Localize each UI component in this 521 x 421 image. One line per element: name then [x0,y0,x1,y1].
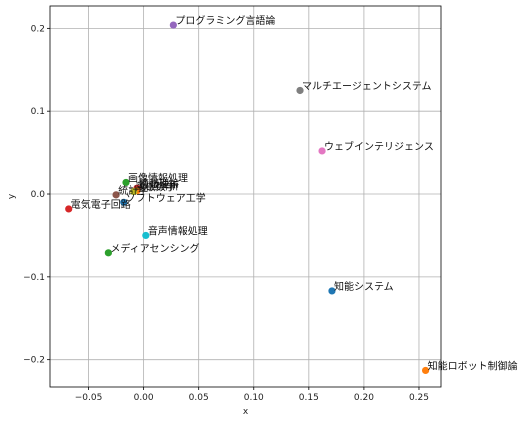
y-tick-label: 0.0 [31,190,46,200]
point-label: ウェブインテリジェンス [324,140,434,153]
x-tick-label: 0.05 [189,393,209,403]
point-label: マルチエージェントシステム [302,80,432,92]
scatter-point [318,147,326,155]
point-label: 電気電子回路 [71,198,131,211]
scatter-point [120,198,128,206]
y-tick-label: 0.2 [31,24,45,34]
scatter-point [130,187,138,196]
y-tick-label: 0.1 [31,107,45,117]
point-label: 離散数学 [136,181,176,194]
data-labels: プログラミング言語論マルチエージェントシステムウェブインテリジェンス画像情報処理… [71,14,518,372]
x-tick-label: 0.25 [409,393,429,403]
point-label: 数値解析 [139,180,179,193]
x-tick-label: 0.20 [354,393,374,403]
data-points [65,21,430,375]
scatter-point [142,231,150,240]
scatter-point [296,86,304,95]
scatter-point [421,366,430,375]
point-label: プログラミング言語論 [175,14,275,27]
point-label: メディアセンシング [110,242,199,255]
x-tick-label: 0.00 [134,393,154,403]
grid [50,6,441,387]
point-label: 情報理論 [139,177,179,190]
scatter-point [65,205,73,213]
point-label: 音声情報処理 [148,224,208,237]
scatter-point [122,178,130,187]
y-tick-label: −0.2 [23,356,45,366]
x-tick-label: 0.15 [299,393,319,403]
point-label: 知能システム [334,280,394,293]
point-label: 画像情報処理 [128,171,188,184]
x-axis-label: x [243,407,249,417]
x-axis-ticks: −0.05 0.00 0.05 0.10 0.15 0.20 0.25 [75,387,429,403]
plot-frame [49,5,442,388]
point-label: ソフトウェア工学 [126,191,206,204]
scatter-point [328,287,336,295]
scatter-point [169,21,177,29]
point-label: 統計学 [118,184,148,197]
point-label: 知能ロボット制御論 [428,359,518,372]
scatter-point [104,249,112,257]
scatter-point [112,191,120,199]
x-tick-label: 0.10 [244,393,264,403]
y-axis-label: y [7,193,17,199]
y-axis-ticks: −0.2 −0.1 0.0 0.1 0.2 [23,24,50,366]
x-tick-label: −0.05 [75,393,103,403]
y-tick-label: −0.1 [23,273,45,283]
